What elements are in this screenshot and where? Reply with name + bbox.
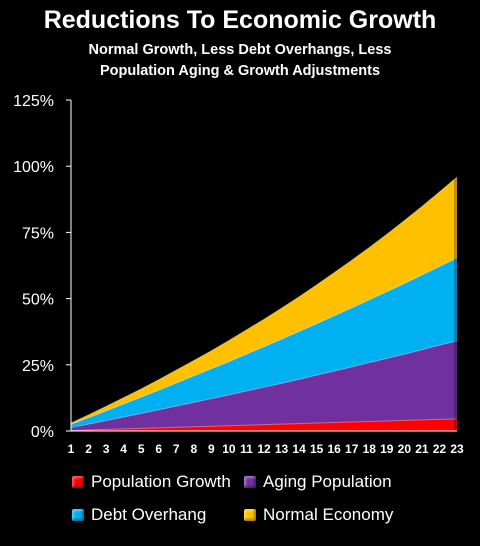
legend-label-debt-overhang: Debt Overhang — [91, 505, 207, 524]
x-tick-label: 8 — [190, 442, 197, 456]
y-tick-label: 25% — [22, 358, 54, 375]
area-population-growth — [71, 418, 457, 431]
area-aging-population — [71, 340, 457, 431]
legend-swatch-aging-population — [244, 476, 256, 488]
legend-swatch-population-growth — [72, 476, 84, 488]
x-tick-label: 7 — [173, 442, 180, 456]
x-tick-label: 2 — [85, 442, 92, 456]
x-tick-label: 1 — [68, 442, 75, 456]
chart-subtitle-line1: Normal Growth, Less Debt Overhangs, Less — [88, 42, 392, 58]
legend-label-aging-population: Aging Population — [263, 472, 392, 491]
x-tick-label: 10 — [222, 442, 236, 456]
y-tick-label: 50% — [22, 292, 54, 309]
chart-title: Reductions To Economic Growth — [43, 6, 437, 34]
area-side-population-growth — [454, 418, 457, 431]
x-tick-label: 22 — [433, 442, 447, 456]
legend-swatch-debt-overhang — [72, 509, 84, 521]
x-tick-label: 4 — [120, 442, 127, 456]
x-tick-label: 12 — [257, 442, 271, 456]
x-tick-label: 14 — [292, 442, 306, 456]
x-tick-label: 5 — [138, 442, 145, 456]
area-edge-aging-population — [70, 340, 458, 429]
x-tick-label: 13 — [275, 442, 289, 456]
legend-swatch-normal-economy — [244, 509, 256, 521]
x-tick-label: 15 — [310, 442, 324, 456]
x-tick-label: 17 — [345, 442, 359, 456]
legend: Population Growth Aging Population Debt … — [0, 466, 480, 546]
legend-item-normal-economy: Normal Economy — [244, 505, 393, 525]
area-edge-debt-overhang — [70, 257, 458, 425]
x-tick-label: 19 — [380, 442, 394, 456]
area-edge-population-growth — [70, 418, 458, 431]
chart-subtitle-line2: Population Aging & Growth Adjustments — [99, 63, 381, 79]
x-tick-label: 3 — [103, 442, 110, 456]
area-side-aging-population — [454, 340, 457, 431]
y-tick-label: 100% — [13, 159, 54, 176]
area-edge-normal-economy — [70, 176, 458, 424]
x-tick-label: 16 — [328, 442, 342, 456]
x-tick-label: 11 — [240, 442, 253, 456]
y-tick-label: 125% — [13, 93, 54, 110]
x-tick-label: 21 — [415, 442, 429, 456]
x-tick-label: 20 — [398, 442, 412, 456]
legend-item-aging-population: Aging Population — [244, 472, 392, 492]
legend-label-normal-economy: Normal Economy — [263, 505, 394, 524]
x-tick-label: 18 — [363, 442, 377, 456]
x-tick-label: 6 — [155, 442, 162, 456]
legend-item-debt-overhang: Debt Overhang — [72, 505, 206, 525]
legend-item-population-growth: Population Growth — [72, 472, 231, 492]
y-tick-label: 75% — [22, 225, 54, 242]
y-tick-label: 0% — [31, 424, 54, 441]
x-tick-label: 23 — [450, 442, 464, 456]
x-tick-label: 9 — [208, 442, 215, 456]
legend-label-population-growth: Population Growth — [91, 472, 231, 491]
